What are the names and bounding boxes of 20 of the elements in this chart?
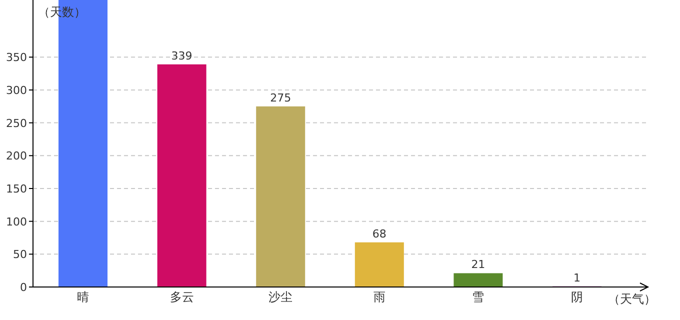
y-tick-label: 250 xyxy=(6,116,27,130)
y-tick-label: 150 xyxy=(6,182,27,196)
data-label: 339 xyxy=(171,49,192,62)
y-tick-label: 350 xyxy=(6,51,27,64)
x-tick-label: 阴 xyxy=(571,290,583,304)
x-tick-label: 雨 xyxy=(373,290,386,304)
y-tick-label: 200 xyxy=(6,150,27,163)
x-tick-label: 雪 xyxy=(472,290,484,304)
y-tick-label: 100 xyxy=(6,215,27,228)
x-axis-title: （天气） xyxy=(608,292,656,306)
data-label: 68 xyxy=(372,227,386,240)
data-label: 1 xyxy=(574,271,580,284)
data-label: 21 xyxy=(471,258,486,272)
y-tick-label: 0 xyxy=(20,281,27,294)
x-tick-label: 晴 xyxy=(77,290,89,304)
y-tick-label: 300 xyxy=(6,84,27,97)
x-tick-label: 沙尘 xyxy=(268,290,293,304)
x-tick-label: 多云 xyxy=(170,290,194,304)
y-tick-label: 50 xyxy=(13,248,27,262)
data-label: 275 xyxy=(270,91,292,104)
